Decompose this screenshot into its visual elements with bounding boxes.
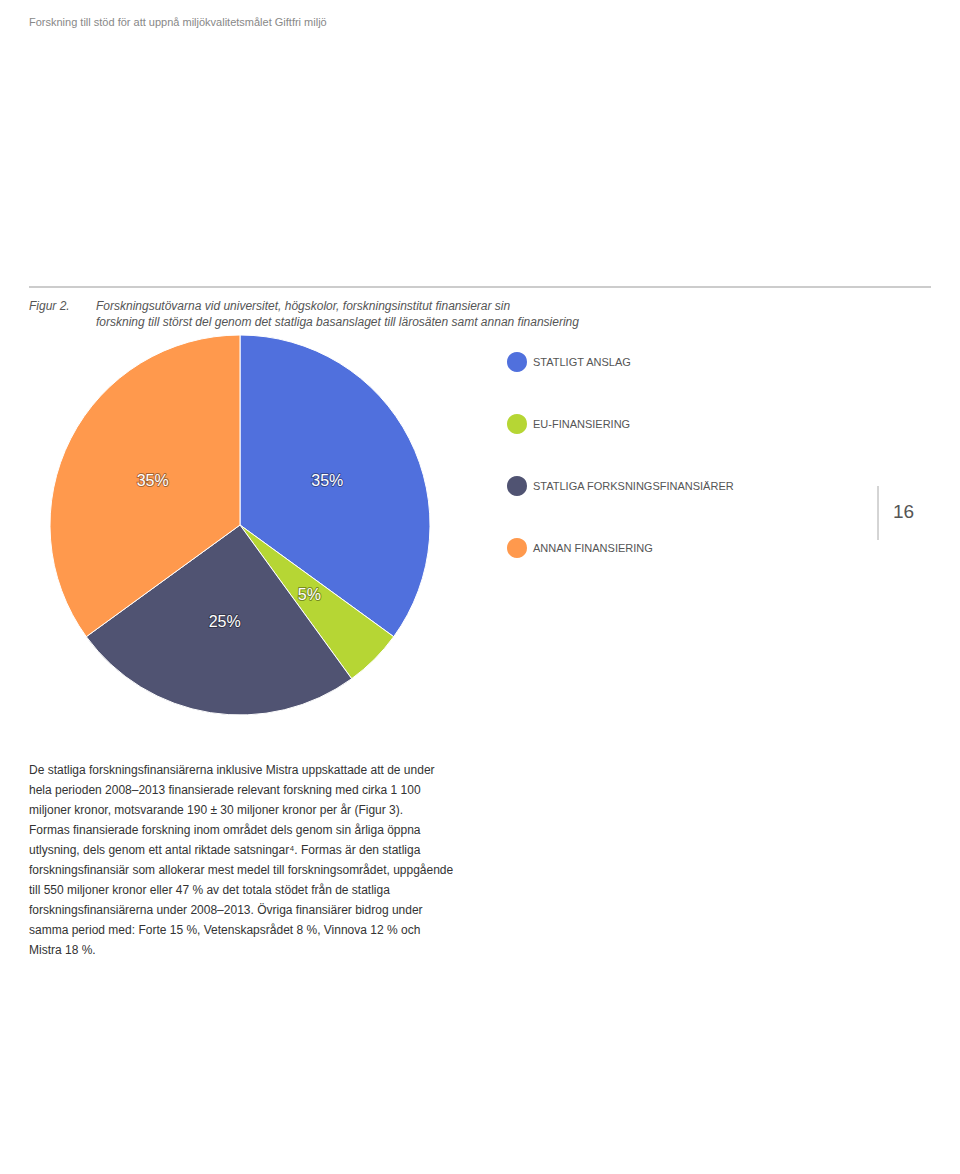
svg-text:Figur 2.: Figur 2. xyxy=(29,299,70,313)
svg-text:35%: 35% xyxy=(137,472,169,489)
svg-text:Mistra 18 %.: Mistra 18 %. xyxy=(29,943,96,957)
svg-text:16: 16 xyxy=(893,501,914,522)
svg-text:5%: 5% xyxy=(298,586,321,603)
svg-text:Forskning till stöd för att up: Forskning till stöd för att uppnå miljök… xyxy=(29,16,327,28)
svg-text:STATLIGA FORKSNINGSFINANSIÄRER: STATLIGA FORKSNINGSFINANSIÄRER xyxy=(533,480,734,492)
svg-text:EU-FINANSIERING: EU-FINANSIERING xyxy=(533,418,630,430)
svg-text:forskningsfinansiärerna under: forskningsfinansiärerna under 2008–2013.… xyxy=(29,903,423,917)
svg-text:hela perioden 2008–2013 finans: hela perioden 2008–2013 finansierade rel… xyxy=(29,783,421,797)
svg-text:25%: 25% xyxy=(209,613,241,630)
svg-text:forskningsfinansiär som alloke: forskningsfinansiär som allokerar mest m… xyxy=(29,863,454,877)
svg-text:Forskningsutövarna vid univers: Forskningsutövarna vid universitet, högs… xyxy=(96,299,511,313)
svg-text:STATLIGT ANSLAG: STATLIGT ANSLAG xyxy=(533,356,631,368)
svg-text:utlysning, dels genom ett anta: utlysning, dels genom ett antal riktade … xyxy=(29,843,421,857)
svg-text:samma period med: Forte 15 %,: samma period med: Forte 15 %, Vetenskaps… xyxy=(29,923,420,937)
svg-text:ANNAN FINANSIERING: ANNAN FINANSIERING xyxy=(533,542,653,554)
svg-text:forskning till störst del geno: forskning till störst del genom det stat… xyxy=(96,315,579,329)
svg-text:till 550 miljoner kronor eller: till 550 miljoner kronor eller 47 % av d… xyxy=(29,883,390,897)
svg-text:Formas finansierade forskning: Formas finansierade forskning inom områd… xyxy=(29,823,421,837)
svg-text:De statliga forskningsfinansiä: De statliga forskningsfinansiärerna inkl… xyxy=(29,763,435,777)
svg-text:miljoner kronor, motsvarande 1: miljoner kronor, motsvarande 190 ± 30 mi… xyxy=(29,803,403,817)
svg-text:35%: 35% xyxy=(311,472,343,489)
